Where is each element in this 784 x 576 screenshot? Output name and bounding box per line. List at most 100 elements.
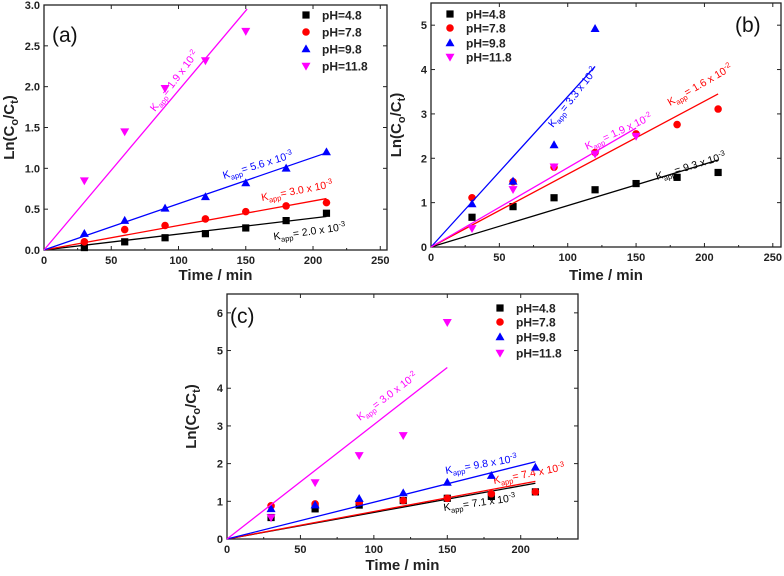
legend-label: pH=9.8: [516, 331, 556, 345]
y-axis-title-part: Ln(C: [183, 414, 200, 448]
data-point: [549, 140, 559, 149]
legend-marker: [496, 304, 504, 312]
annotation-sup: -3: [557, 459, 565, 469]
y-axis-title-part: ): [1, 95, 18, 100]
y-tick-label: 0: [217, 534, 223, 546]
x-tick-label: 150: [438, 544, 456, 556]
annotation-k: K: [492, 474, 501, 487]
fit-line: [226, 366, 448, 540]
fit-line: [226, 480, 536, 540]
rate-constant-annotation: Kapp= 1.9 x 10-2: [582, 109, 655, 154]
y-axis-title-part: /C: [1, 104, 18, 119]
y-axis-title: Ln(Co/Ct): [388, 93, 408, 158]
annotation-sup: -2: [585, 64, 596, 75]
x-tick-label: 150: [627, 252, 645, 264]
annotation-k: K: [583, 139, 594, 153]
annotation-sup: -3: [508, 490, 516, 500]
data-point: [590, 150, 600, 159]
data-point: [281, 163, 291, 172]
x-tick-label: 100: [559, 252, 577, 264]
data-point: [631, 132, 641, 141]
data-point: [80, 243, 88, 252]
y-axis-title-part: t: [9, 100, 21, 104]
data-point: [487, 489, 496, 498]
x-axis-title: Time / min: [569, 267, 643, 284]
annotation-sup: -3: [717, 148, 726, 159]
annotation-sub: app: [280, 233, 294, 244]
series-pH-9-8: [43, 147, 331, 251]
x-tick-label: 0: [224, 544, 230, 556]
legend-marker: [301, 62, 311, 71]
panel-label: (b): [735, 14, 761, 37]
y-tick-label: 1.5: [25, 123, 40, 135]
rate-constant-annotation: Kapp= 3.0 x 10-2: [353, 369, 421, 425]
data-point: [399, 496, 408, 505]
legend-marker: [446, 10, 454, 18]
annotation-value: = 5.6 x 10: [240, 151, 288, 176]
data-point: [200, 57, 210, 66]
data-point: [673, 120, 681, 129]
legend-marker: [302, 11, 310, 19]
data-point: [266, 504, 276, 513]
data-point: [241, 27, 251, 36]
x-tick-label: 50: [493, 252, 505, 264]
chart-panel-a: 0 50 100 150 200 250 0.0 0.5 1.0 1.5 2.0 2.5 3.0 Time…: [1, 0, 389, 284]
data-point: [321, 147, 331, 156]
panel-label: (a): [52, 24, 78, 47]
legend-label: pH=11.8: [322, 60, 368, 74]
y-axis-title-part: /C: [183, 393, 200, 408]
legend-marker: [495, 349, 505, 358]
data-point: [443, 494, 452, 503]
series-pH-9-8: [226, 461, 540, 540]
data-point: [354, 452, 364, 461]
fit-line: [43, 215, 327, 251]
annotation-sub: app: [230, 169, 245, 181]
x-tick-label: 200: [304, 255, 322, 267]
series-pH-4-8: [430, 159, 722, 248]
fit-line: [43, 197, 327, 251]
annotation-sup: -3: [509, 451, 517, 461]
panel-label: (c): [230, 305, 255, 328]
y-axis-title-part: o: [191, 408, 203, 415]
x-axis-title: Time / min: [179, 267, 253, 284]
data-point: [322, 198, 331, 207]
legend-label: pH=11.8: [516, 347, 562, 361]
data-point: [673, 173, 681, 181]
legend-label: pH=7.8: [466, 22, 506, 36]
legend-label: pH=4.8: [466, 8, 506, 22]
data-point: [550, 194, 558, 202]
x-tick-label: 100: [169, 255, 187, 267]
y-tick-label: 3: [421, 109, 427, 121]
legend-marker: [301, 44, 311, 53]
y-tick-label: 3.0: [25, 0, 40, 12]
legend-marker: [446, 24, 454, 32]
y-tick-label: 1: [217, 496, 223, 508]
series-pH-9-8: [430, 24, 600, 248]
data-point: [310, 479, 320, 488]
annotation-sub: app: [268, 193, 282, 204]
annotation-k: K: [260, 191, 269, 204]
annotation-value: = 3.3 x 10: [558, 70, 596, 114]
data-point: [282, 202, 290, 210]
y-axis-title-part: Ln(C: [1, 125, 18, 159]
data-point: [486, 470, 496, 479]
x-tick-label: 50: [294, 544, 306, 556]
x-tick-label: 250: [764, 252, 782, 264]
y-tick-label: 2: [421, 153, 427, 165]
legend-label: pH=4.8: [322, 9, 362, 23]
annotation-sup: -2: [642, 109, 652, 120]
annotation-sub: app: [452, 467, 466, 478]
series-pH-11-8: [430, 127, 641, 248]
y-axis-title-part: o: [9, 119, 21, 126]
chart-panel-b: 0 50 100 150 200 250 0 1 2 3 4 5 Time / min Ln(Co/Ct)…: [388, 2, 782, 284]
legend-label: pH=7.8: [322, 26, 362, 40]
fit-line: [226, 461, 536, 540]
rate-constant-annotation: Kapp= 9.3 x 10-3: [654, 148, 728, 185]
x-tick-label: 0: [428, 252, 434, 264]
data-point: [120, 215, 130, 224]
data-point: [442, 319, 452, 327]
annotation-sub: app: [450, 504, 464, 515]
y-axis-title-part: ): [388, 93, 405, 98]
fit-line: [430, 66, 596, 248]
